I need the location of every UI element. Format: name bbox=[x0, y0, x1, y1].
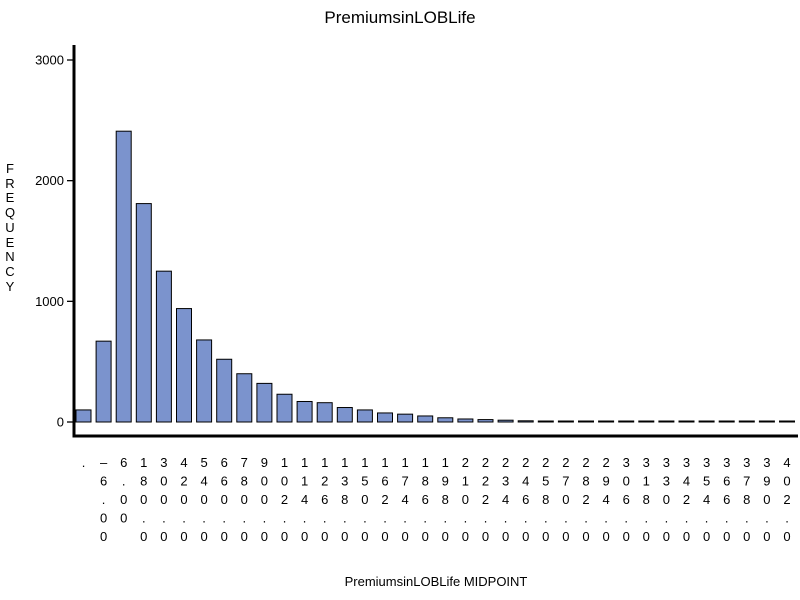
bar bbox=[115, 130, 132, 423]
bar bbox=[477, 419, 494, 423]
bar bbox=[678, 420, 695, 423]
bar bbox=[598, 420, 615, 423]
bar bbox=[618, 420, 635, 423]
bar bbox=[176, 308, 192, 423]
y-tick-label: 3000 bbox=[35, 53, 64, 68]
bar bbox=[698, 420, 715, 423]
y-tick-label: 0 bbox=[57, 415, 64, 430]
bar bbox=[758, 420, 775, 423]
bar bbox=[196, 339, 213, 423]
y-tick-label: 2000 bbox=[35, 173, 64, 188]
bar bbox=[738, 420, 755, 423]
bar bbox=[75, 409, 92, 423]
bar bbox=[658, 420, 675, 423]
x-tick-label: –6. 0 0 bbox=[100, 455, 108, 544]
bar bbox=[276, 393, 293, 423]
bar bbox=[316, 402, 333, 423]
bar bbox=[216, 358, 233, 423]
bar bbox=[517, 420, 534, 423]
bar bbox=[457, 418, 474, 423]
bar bbox=[779, 420, 795, 423]
bar bbox=[377, 412, 393, 423]
x-tick-label: . bbox=[82, 455, 86, 470]
bar bbox=[397, 413, 414, 423]
bar bbox=[256, 382, 273, 423]
bar bbox=[95, 340, 112, 423]
bar bbox=[497, 419, 514, 423]
x-axis-label: PremiumsinLOBLife MIDPOINT bbox=[344, 574, 528, 589]
bar bbox=[135, 203, 152, 423]
bar bbox=[437, 417, 454, 423]
bar bbox=[638, 420, 655, 423]
chart-title: PremiumsinLOBLife bbox=[324, 8, 476, 27]
bar bbox=[236, 373, 253, 423]
bar bbox=[718, 420, 735, 423]
bar bbox=[417, 415, 434, 423]
y-axis-label: FREQUENCY bbox=[4, 161, 16, 294]
y-tick-label: 1000 bbox=[35, 294, 64, 309]
bar bbox=[336, 407, 353, 423]
bar bbox=[356, 409, 373, 423]
bar bbox=[537, 420, 554, 423]
bar bbox=[155, 270, 172, 423]
bar bbox=[557, 420, 574, 423]
bar bbox=[578, 420, 594, 423]
bar bbox=[296, 400, 313, 423]
